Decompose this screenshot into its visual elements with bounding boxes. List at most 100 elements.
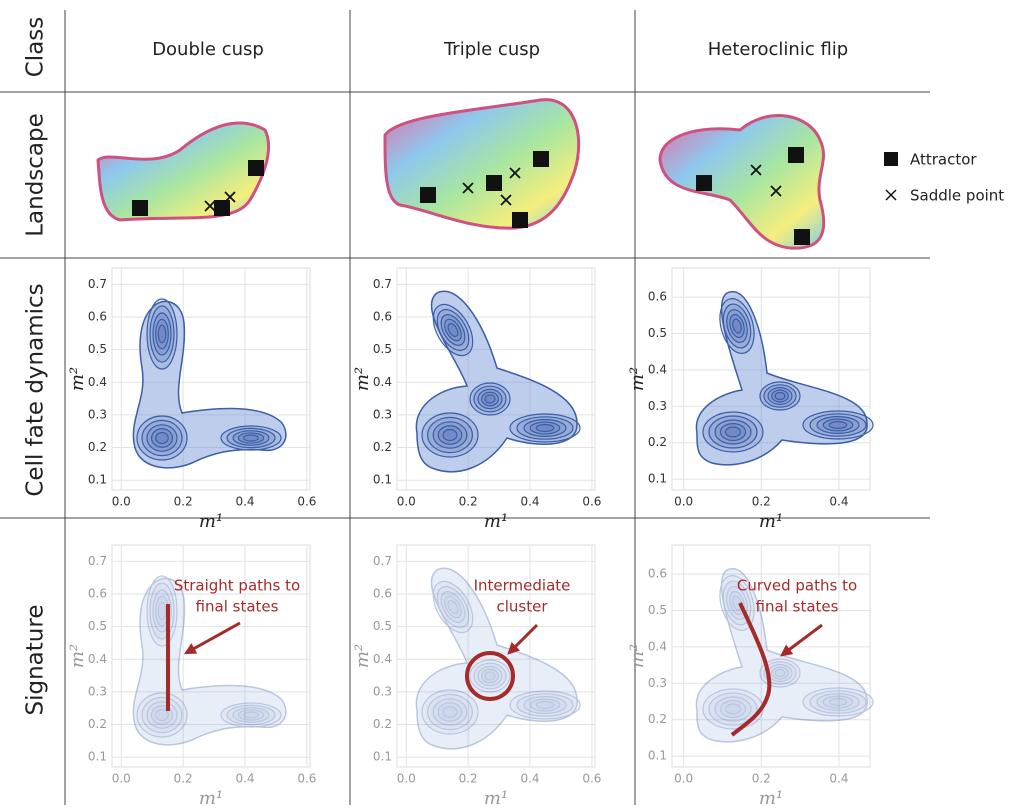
contour [485, 395, 495, 403]
y-tick-label: 0.4 [648, 639, 667, 653]
x-tick-label: 0.0 [397, 772, 416, 786]
attractor-marker [248, 160, 264, 176]
contour [443, 430, 457, 441]
legend-label: Attractor [910, 151, 977, 169]
x-tick-label: 0.4 [235, 495, 254, 509]
contour [158, 325, 166, 343]
y-axis-label: m² [352, 644, 373, 668]
x-tick-label: 0.2 [752, 495, 771, 509]
landscape-surface [98, 123, 269, 220]
y-tick-label: 0.2 [373, 717, 392, 731]
contour [775, 670, 785, 677]
contour [158, 602, 166, 620]
attractor-marker [794, 229, 810, 245]
x-tick-label: 0.2 [752, 772, 771, 786]
y-axis-label: m² [627, 644, 648, 668]
dynamics-panel: 0.0 0.2 0.4 0.6 0.1 0.2 0.3 0.4 0.5 0.6 0.7 m¹ m² [67, 268, 316, 532]
y-tick-label: 0.4 [648, 362, 667, 376]
annotation: Curved paths to [737, 577, 857, 595]
attractor-marker [788, 147, 804, 163]
contour [443, 707, 457, 718]
y-tick-label: 0.2 [373, 440, 392, 454]
y-tick-label: 0.1 [373, 473, 392, 487]
y-tick-label: 0.3 [373, 407, 392, 421]
column-header: Triple cusp [443, 39, 540, 60]
annotation: final states [196, 598, 279, 616]
legend-saddle-icon [886, 190, 896, 200]
x-tick-label: 0.2 [459, 495, 478, 509]
landscape [98, 100, 824, 249]
y-axis-label: m² [352, 367, 373, 391]
y-axis-label: m² [67, 367, 88, 391]
contour [829, 422, 847, 429]
landscape-surface [660, 116, 824, 249]
y-tick-label: 0.3 [88, 407, 107, 421]
y-tick-label: 0.4 [88, 652, 107, 666]
contour [485, 672, 495, 680]
annotation: cluster [496, 598, 548, 616]
y-tick-label: 0.6 [88, 309, 107, 323]
y-tick-label: 0.5 [648, 326, 667, 340]
y-tick-label: 0.3 [88, 684, 107, 698]
x-axis-label: m¹ [199, 788, 223, 805]
y-tick-label: 0.4 [88, 375, 107, 389]
x-tick-label: 0.6 [582, 495, 601, 509]
y-tick-label: 0.2 [88, 440, 107, 454]
x-axis-label: m¹ [484, 788, 508, 805]
legend-label: Saddle point [910, 187, 1004, 205]
legend-attractor-icon [884, 152, 898, 166]
x-tick-label: 0.6 [297, 495, 316, 509]
y-tick-label: 0.6 [373, 309, 392, 323]
attractor-marker [132, 200, 148, 216]
contour [829, 699, 847, 706]
y-tick-label: 0.1 [88, 473, 107, 487]
y-tick-label: 0.1 [648, 472, 667, 486]
signature-panel: 0.00.20.40.10.20.30.40.50.6m¹m²Curved pa… [627, 545, 873, 805]
attractor-marker [696, 175, 712, 191]
column-header: Heteroclinic flip [708, 39, 848, 60]
x-tick-label: 0.4 [829, 772, 848, 786]
y-tick-label: 0.2 [648, 435, 667, 449]
y-tick-label: 0.4 [373, 652, 392, 666]
y-tick-label: 0.3 [373, 684, 392, 698]
attractor-marker [533, 151, 549, 167]
attractor-marker [214, 200, 230, 216]
attractor-marker [420, 187, 436, 203]
legend: Attractor Saddle point [884, 151, 1004, 205]
x-axis-label: m¹ [199, 511, 223, 532]
y-tick-label: 0.6 [373, 586, 392, 600]
x-axis-label: m¹ [759, 511, 783, 532]
x-tick-label: 0.2 [174, 495, 193, 509]
y-tick-label: 0.2 [648, 712, 667, 726]
x-tick-label: 0.0 [112, 772, 131, 786]
x-tick-label: 0.0 [674, 772, 693, 786]
x-tick-label: 0.0 [112, 495, 131, 509]
y-tick-label: 0.1 [88, 750, 107, 764]
y-tick-label: 0.6 [88, 586, 107, 600]
x-tick-label: 0.4 [520, 772, 539, 786]
y-tick-label: 0.3 [648, 676, 667, 690]
y-axis-label: m² [67, 644, 88, 668]
row-label: Landscape [23, 113, 49, 237]
y-tick-label: 0.1 [373, 750, 392, 764]
y-tick-label: 0.5 [373, 619, 392, 633]
y-tick-label: 0.1 [648, 749, 667, 763]
y-tick-label: 0.7 [88, 277, 107, 291]
x-axis-label: m¹ [484, 511, 508, 532]
attractor-marker [512, 212, 528, 228]
annotation: Straight paths to [174, 577, 300, 595]
y-tick-label: 0.6 [648, 567, 667, 581]
y-tick-label: 0.7 [88, 554, 107, 568]
y-tick-label: 0.5 [88, 342, 107, 356]
annotation: Intermediate [474, 577, 571, 595]
annotation: final states [756, 598, 839, 616]
x-tick-label: 0.4 [520, 495, 539, 509]
y-tick-label: 0.5 [373, 342, 392, 356]
y-tick-label: 0.7 [373, 277, 392, 291]
y-tick-label: 0.5 [88, 619, 107, 633]
row-label: Cell fate dynamics [23, 283, 49, 496]
contour [726, 427, 741, 437]
y-tick-label: 0.5 [648, 603, 667, 617]
x-tick-label: 0.2 [174, 772, 193, 786]
